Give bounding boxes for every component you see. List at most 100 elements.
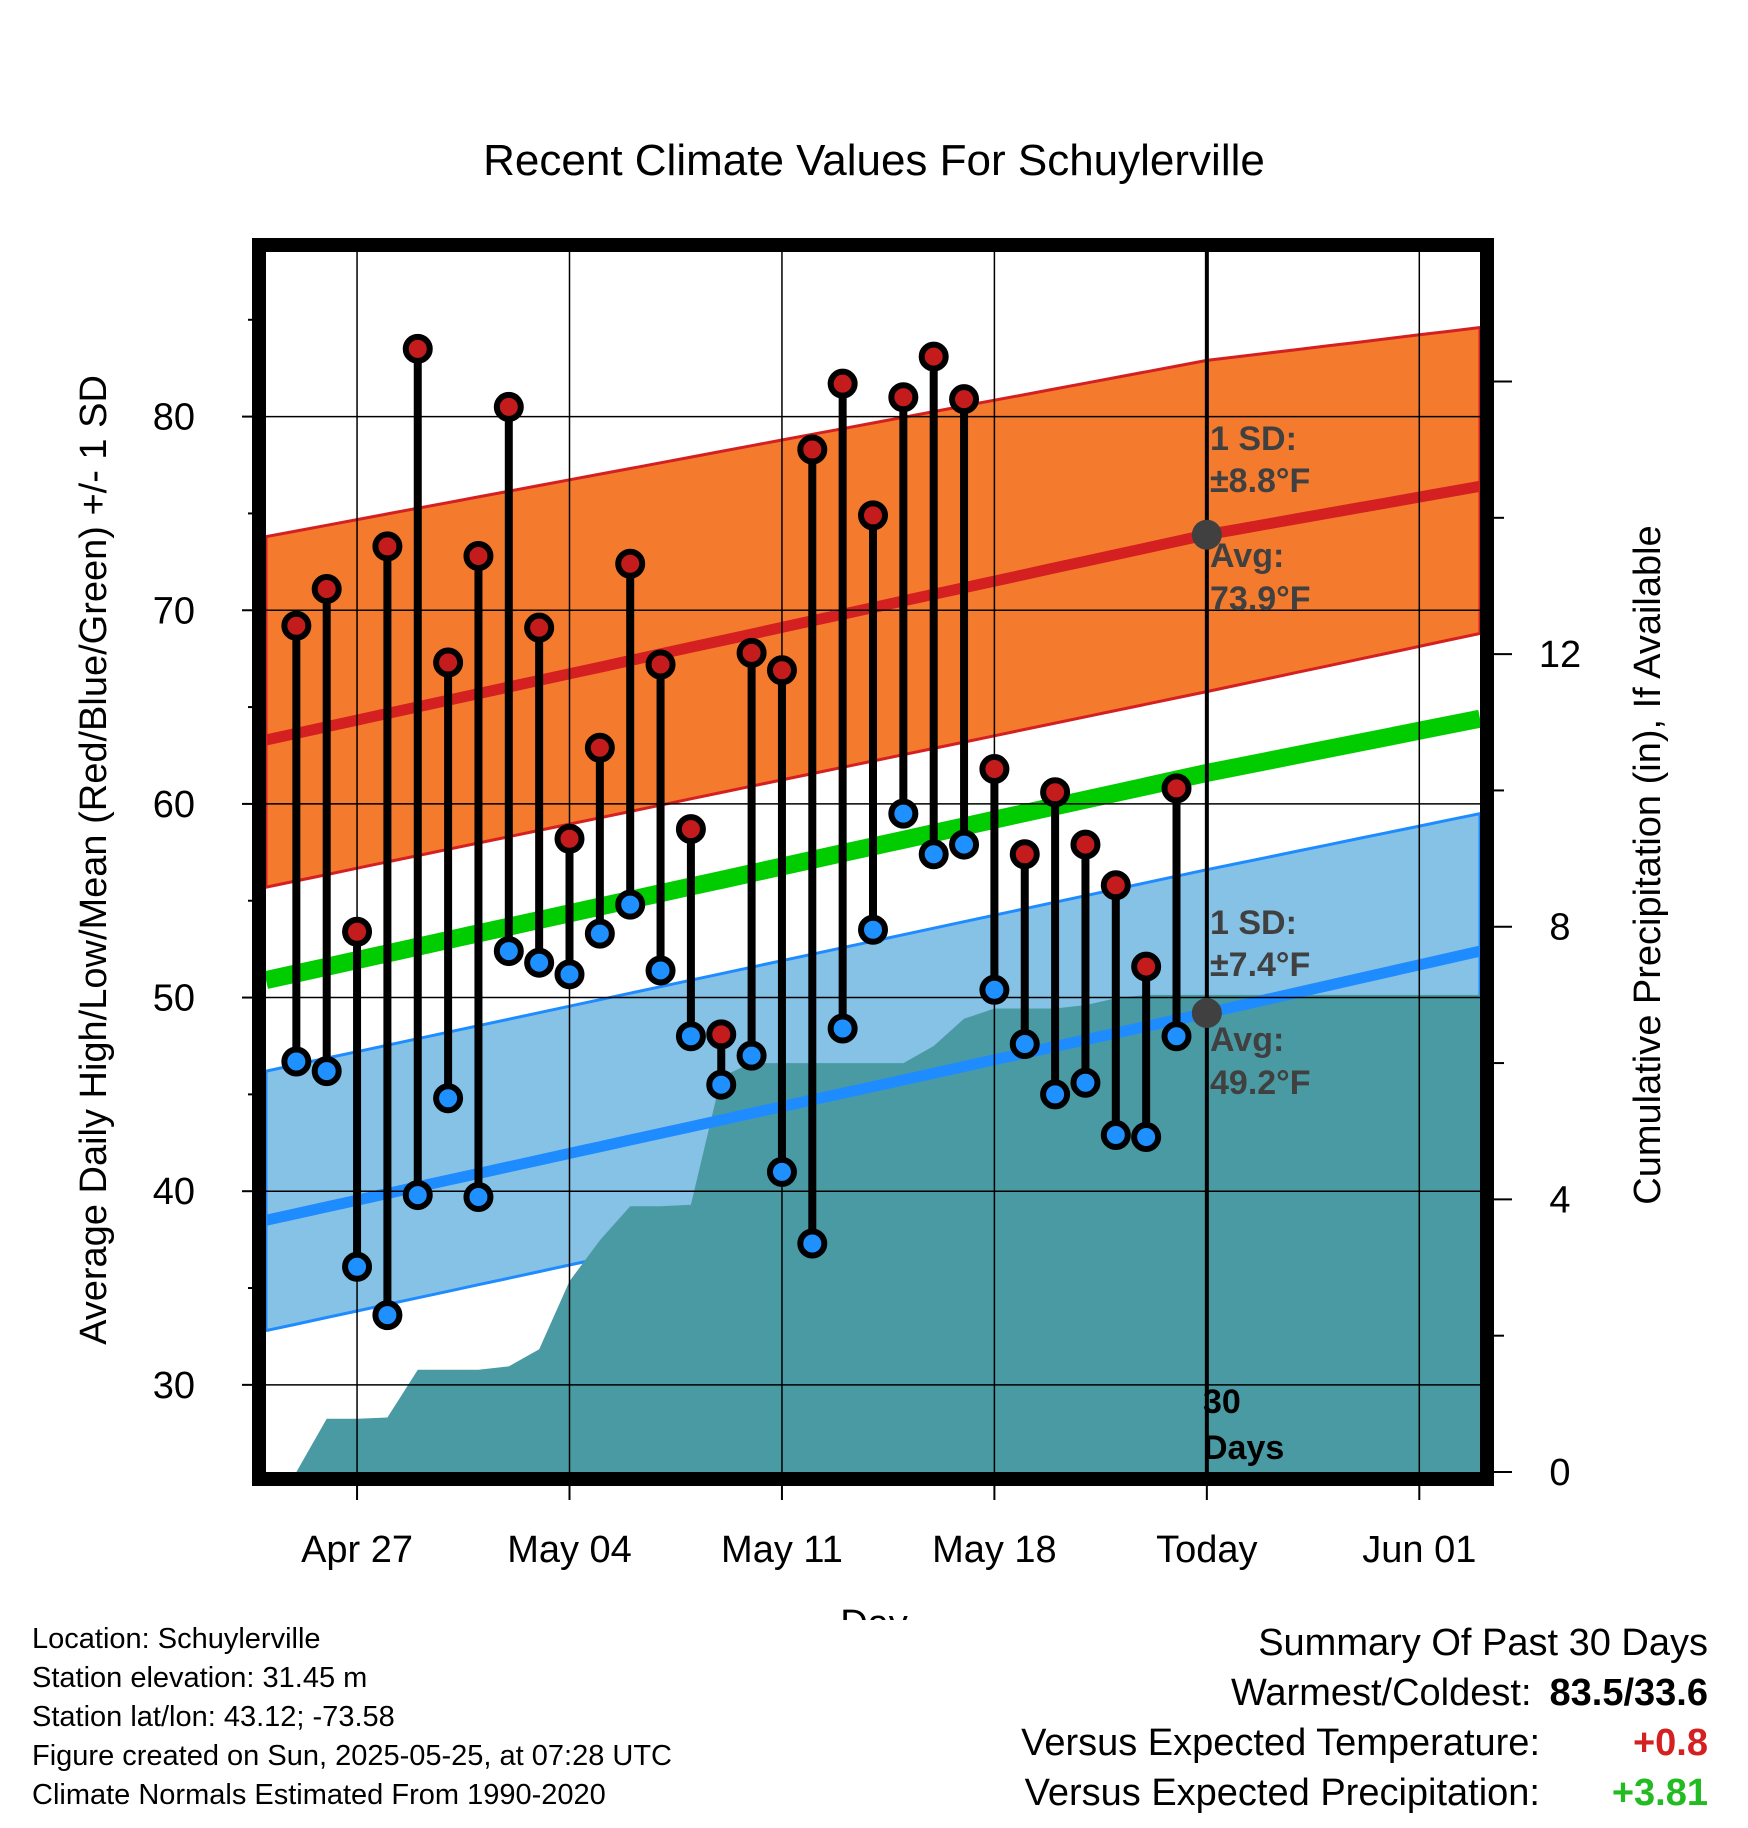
x-tick-label: Jun 01 <box>1362 1529 1476 1571</box>
y-tick-label: 40 <box>153 1171 195 1213</box>
x-tick-label: Apr 27 <box>301 1529 413 1571</box>
today-normal-high-marker <box>1191 519 1222 550</box>
latlon-text: Station lat/lon: 43.12; -73.58 <box>32 1701 395 1733</box>
daily-low-point <box>1131 1121 1162 1152</box>
daily-high-point <box>645 649 676 680</box>
observed-temperatures <box>281 333 1222 1331</box>
daily-high-point <box>827 368 858 399</box>
x-tick-label: Today <box>1156 1529 1257 1571</box>
daily-low-point <box>888 798 919 829</box>
daily-high-point <box>858 500 888 531</box>
daily-low-point <box>918 839 949 870</box>
daily-high-point <box>918 341 949 372</box>
daily-low-point <box>1070 1067 1101 1098</box>
low-avg-label: Avg: <box>1210 1021 1284 1059</box>
daily-high-point <box>736 637 767 668</box>
summary-panel: Summary Of Past 30 Days Warmest/Coldest:… <box>1021 1618 1708 1818</box>
daily-high-point <box>281 610 312 641</box>
daily-low-point <box>736 1040 767 1071</box>
daily-high-point <box>584 732 615 763</box>
daily-high-point <box>493 391 524 422</box>
daily-low-point <box>1161 1021 1192 1052</box>
chart-title: Recent Climate Values For Schuylerville <box>483 136 1265 185</box>
y-tick-label: 80 <box>153 397 195 439</box>
high-sd-label: 1 SD: <box>1210 420 1297 458</box>
daily-high-point <box>615 548 646 579</box>
daily-high-point <box>524 612 555 643</box>
daily-high-point <box>1100 870 1131 901</box>
axes: Apr 27 May 04 May 11 May 18 Today Jun 0130405… <box>153 318 1581 1571</box>
x-tick-label: May 11 <box>721 1529 843 1571</box>
y2-axis-label: Cumulative Precipitation (in), If Availa… <box>1627 525 1669 1204</box>
daily-low-point <box>311 1056 342 1087</box>
summary-precip: Versus Expected Precipitation: +3.81 <box>1021 1768 1708 1818</box>
location-text: Location: Schuylerville <box>32 1623 321 1655</box>
warm-cold-label: Warmest/Coldest: <box>1230 1672 1532 1714</box>
daily-low-point <box>979 974 1010 1005</box>
today-normal-low-marker <box>1191 998 1222 1029</box>
daily-low-point <box>433 1083 464 1114</box>
high-sd-value: ±8.8°F <box>1210 462 1310 500</box>
summary-heading: Summary Of Past 30 Days <box>1258 1622 1708 1664</box>
daily-high-point <box>1131 951 1162 982</box>
precip-value: +3.81 <box>1611 1772 1708 1814</box>
daily-high-point <box>797 434 828 465</box>
y-tick-label: 60 <box>153 784 195 826</box>
y-tick-label: 50 <box>153 978 195 1020</box>
daily-low-point <box>554 959 585 990</box>
daily-low-point <box>675 1021 706 1052</box>
daily-high-point <box>1161 773 1192 804</box>
daily-high-point <box>949 384 980 415</box>
daily-high-point <box>463 541 494 572</box>
low-sd-label: 1 SD: <box>1210 904 1297 942</box>
y2-tick-label: 4 <box>1549 1179 1570 1221</box>
low-sd-value: ±7.4°F <box>1210 946 1310 984</box>
today-days-word: Days <box>1203 1429 1284 1467</box>
daily-low-point <box>372 1300 403 1331</box>
low-avg-value: 49.2°F <box>1210 1064 1311 1102</box>
daily-low-point <box>645 955 676 986</box>
x-tick-label: May 18 <box>932 1529 1057 1571</box>
plot-frame <box>252 238 1494 1486</box>
precip-area <box>296 994 1480 1472</box>
warm-cold-value: 83.5/33.6 <box>1549 1672 1708 1714</box>
daily-low-point <box>281 1046 312 1077</box>
daily-high-point <box>1070 829 1101 860</box>
daily-high-point <box>1009 839 1040 870</box>
precip-label: Versus Expected Precipitation: <box>1024 1772 1540 1814</box>
temp-value: +0.8 <box>1632 1722 1708 1764</box>
normals-text: Climate Normals Estimated From 1990-2020 <box>32 1779 606 1811</box>
daily-low-point <box>1040 1079 1071 1110</box>
daily-low-point <box>584 918 615 949</box>
high-avg-label: Avg: <box>1210 537 1284 575</box>
daily-low-point <box>766 1156 797 1187</box>
daily-high-point <box>554 823 585 854</box>
created-text: Figure created on Sun, 2025-05-25, at 07… <box>32 1740 672 1772</box>
daily-low-point <box>1100 1120 1131 1151</box>
daily-high-point <box>706 1019 737 1050</box>
daily-low-point <box>797 1228 828 1259</box>
high-avg-value: 73.9°F <box>1210 580 1311 618</box>
daily-low-point <box>706 1069 737 1100</box>
daily-low-point <box>493 936 524 967</box>
x-axis-label: Day <box>840 1603 908 1620</box>
daily-high-point <box>372 531 403 562</box>
daily-low-point <box>858 914 888 945</box>
daily-low-point <box>463 1182 494 1213</box>
daily-low-point <box>827 1013 858 1044</box>
daily-high-point <box>979 754 1010 785</box>
daily-low-point <box>342 1251 373 1282</box>
today-days-count: 30 <box>1203 1383 1241 1421</box>
summary-warm-cold: Warmest/Coldest: 83.5/33.6 <box>1021 1668 1708 1718</box>
temp-label: Versus Expected Temperature: <box>1021 1722 1540 1764</box>
y-tick-label: 70 <box>153 590 195 632</box>
daily-low-point <box>402 1180 433 1211</box>
elevation-text: Station elevation: 31.45 m <box>32 1662 368 1694</box>
daily-high-point <box>433 647 464 678</box>
daily-low-point <box>615 889 646 920</box>
y2-tick-label: 0 <box>1549 1452 1570 1494</box>
y-tick-label: 30 <box>153 1365 195 1407</box>
daily-low-point <box>1009 1029 1040 1060</box>
y-axis-label: Average Daily High/Low/Mean (Red/Blue/Gr… <box>73 375 115 1345</box>
daily-high-point <box>675 814 706 845</box>
